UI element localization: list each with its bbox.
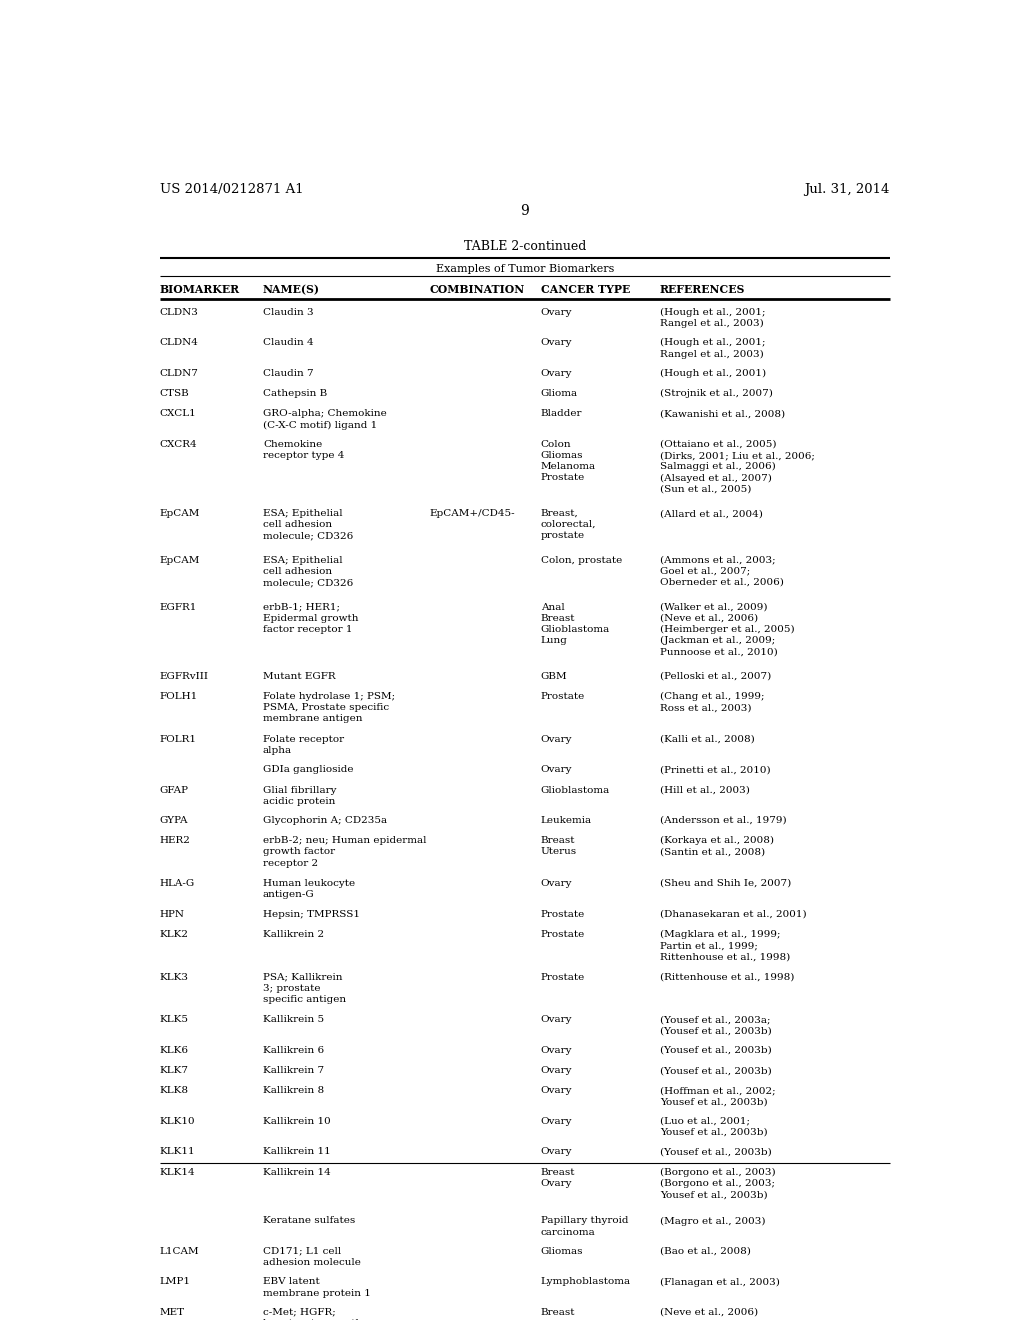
Text: (Luo et al., 2001;
Yousef et al., 2003b): (Luo et al., 2001; Yousef et al., 2003b) [659,1117,767,1137]
Text: EGFRvIII: EGFRvIII [160,672,209,681]
Text: Anal
Breast
Glioblastoma
Lung: Anal Breast Glioblastoma Lung [541,602,610,645]
Text: PSA; Kallikrein
3; prostate
specific antigen: PSA; Kallikrein 3; prostate specific ant… [263,973,346,1003]
Text: GYPA: GYPA [160,816,188,825]
Text: KLK10: KLK10 [160,1117,196,1126]
Text: CTSB: CTSB [160,389,189,399]
Text: Ovary: Ovary [541,1045,572,1055]
Text: Ovary: Ovary [541,1067,572,1074]
Text: Leukemia: Leukemia [541,816,592,825]
Text: 9: 9 [520,205,529,218]
Text: CLDN4: CLDN4 [160,338,199,347]
Text: (Pelloski et al., 2007): (Pelloski et al., 2007) [659,672,771,681]
Text: Ovary: Ovary [541,1117,572,1126]
Text: (Neve et al., 2006): (Neve et al., 2006) [659,1308,758,1317]
Text: Bladder: Bladder [541,409,583,418]
Text: NAME(S): NAME(S) [263,284,319,296]
Text: (Ammons et al., 2003;
Goel et al., 2007;
Oberneder et al., 2006): (Ammons et al., 2003; Goel et al., 2007;… [659,556,783,587]
Text: Mutant EGFR: Mutant EGFR [263,672,336,681]
Text: CLDN7: CLDN7 [160,368,199,378]
Text: Papillary thyroid
carcinoma: Papillary thyroid carcinoma [541,1217,628,1237]
Text: Ovary: Ovary [541,1015,572,1024]
Text: (Allard et al., 2004): (Allard et al., 2004) [659,510,763,517]
Text: Chemokine
receptor type 4: Chemokine receptor type 4 [263,440,344,461]
Text: Lymphoblastoma: Lymphoblastoma [541,1278,631,1287]
Text: Kallikrein 10: Kallikrein 10 [263,1117,331,1126]
Text: (Magro et al., 2003): (Magro et al., 2003) [659,1217,765,1225]
Text: (Kawanishi et al., 2008): (Kawanishi et al., 2008) [659,409,784,418]
Text: US 2014/0212871 A1: US 2014/0212871 A1 [160,182,303,195]
Text: (Ottaiano et al., 2005)
(Dirks, 2001; Liu et al., 2006;
Salmaggi et al., 2006)
(: (Ottaiano et al., 2005) (Dirks, 2001; Li… [659,440,814,494]
Text: (Korkaya et al., 2008)
(Santin et al., 2008): (Korkaya et al., 2008) (Santin et al., 2… [659,837,774,857]
Text: (Sheu and Shih Ie, 2007): (Sheu and Shih Ie, 2007) [659,879,791,888]
Text: Prostate: Prostate [541,909,585,919]
Text: Kallikrein 6: Kallikrein 6 [263,1045,324,1055]
Text: HER2: HER2 [160,837,190,845]
Text: EBV latent
membrane protein 1: EBV latent membrane protein 1 [263,1278,371,1298]
Text: Kallikrein 14: Kallikrein 14 [263,1168,331,1176]
Text: Ovary: Ovary [541,1086,572,1096]
Text: FOLR1: FOLR1 [160,735,197,743]
Text: Breast
Ovary: Breast Ovary [541,1168,575,1188]
Text: Claudin 4: Claudin 4 [263,338,313,347]
Text: erbB-1; HER1;
Epidermal growth
factor receptor 1: erbB-1; HER1; Epidermal growth factor re… [263,602,358,634]
Text: Glial fibrillary
acidic protein: Glial fibrillary acidic protein [263,785,337,805]
Text: (Yousef et al., 2003b): (Yousef et al., 2003b) [659,1067,771,1074]
Text: (Prinetti et al., 2010): (Prinetti et al., 2010) [659,766,770,775]
Text: GFAP: GFAP [160,785,188,795]
Text: Breast
Uterus: Breast Uterus [541,837,577,857]
Text: Breast,
colorectal,
prostate: Breast, colorectal, prostate [541,510,596,540]
Text: KLK5: KLK5 [160,1015,188,1024]
Text: KLK8: KLK8 [160,1086,188,1096]
Text: Glioma: Glioma [541,389,578,399]
Text: Ovary: Ovary [541,766,572,775]
Text: KLK3: KLK3 [160,973,188,982]
Text: CXCR4: CXCR4 [160,440,198,449]
Text: (Bao et al., 2008): (Bao et al., 2008) [659,1247,751,1255]
Text: Ovary: Ovary [541,368,572,378]
Text: (Yousef et al., 2003b): (Yousef et al., 2003b) [659,1147,771,1156]
Text: CXCL1: CXCL1 [160,409,197,418]
Text: Jul. 31, 2014: Jul. 31, 2014 [805,182,890,195]
Text: Colon, prostate: Colon, prostate [541,556,622,565]
Text: LMP1: LMP1 [160,1278,190,1287]
Text: Claudin 3: Claudin 3 [263,308,313,317]
Text: KLK14: KLK14 [160,1168,196,1176]
Text: KLK6: KLK6 [160,1045,188,1055]
Text: CANCER TYPE: CANCER TYPE [541,284,630,296]
Text: Ovary: Ovary [541,1147,572,1156]
Text: Claudin 7: Claudin 7 [263,368,313,378]
Text: (Yousef et al., 2003b): (Yousef et al., 2003b) [659,1045,771,1055]
Text: Gliomas: Gliomas [541,1247,584,1255]
Text: EpCAM: EpCAM [160,510,200,517]
Text: (Kalli et al., 2008): (Kalli et al., 2008) [659,735,755,743]
Text: (Yousef et al., 2003a;
(Yousef et al., 2003b): (Yousef et al., 2003a; (Yousef et al., 2… [659,1015,771,1035]
Text: GBM: GBM [541,672,567,681]
Text: Prostate: Prostate [541,929,585,939]
Text: erbB-2; neu; Human epidermal
growth factor
receptor 2: erbB-2; neu; Human epidermal growth fact… [263,837,426,867]
Text: FOLH1: FOLH1 [160,692,198,701]
Text: GRO-alpha; Chemokine
(C-X-C motif) ligand 1: GRO-alpha; Chemokine (C-X-C motif) ligan… [263,409,387,430]
Text: KLK11: KLK11 [160,1147,196,1156]
Text: (Chang et al., 1999;
Ross et al., 2003): (Chang et al., 1999; Ross et al., 2003) [659,692,764,713]
Text: COMBINATION: COMBINATION [430,284,525,296]
Text: Ovary: Ovary [541,735,572,743]
Text: TABLE 2-continued: TABLE 2-continued [464,240,586,252]
Text: (Hill et al., 2003): (Hill et al., 2003) [659,785,750,795]
Text: (Hough et al., 2001;
Rangel et al., 2003): (Hough et al., 2001; Rangel et al., 2003… [659,308,765,329]
Text: Kallikrein 2: Kallikrein 2 [263,929,324,939]
Text: Breast: Breast [541,1308,575,1317]
Text: (Andersson et al., 1979): (Andersson et al., 1979) [659,816,786,825]
Text: (Walker et al., 2009)
(Neve et al., 2006)
(Heimberger et al., 2005)
(Jackman et : (Walker et al., 2009) (Neve et al., 2006… [659,602,795,656]
Text: Hepsin; TMPRSS1: Hepsin; TMPRSS1 [263,909,359,919]
Text: Kallikrein 5: Kallikrein 5 [263,1015,324,1024]
Text: KLK2: KLK2 [160,929,188,939]
Text: MET: MET [160,1308,185,1317]
Text: GDIa ganglioside: GDIa ganglioside [263,766,353,775]
Text: (Hough et al., 2001;
Rangel et al., 2003): (Hough et al., 2001; Rangel et al., 2003… [659,338,765,359]
Text: L1CAM: L1CAM [160,1247,200,1255]
Text: (Strojnik et al., 2007): (Strojnik et al., 2007) [659,389,772,399]
Text: (Magklara et al., 1999;
Partin et al., 1999;
Rittenhouse et al., 1998): (Magklara et al., 1999; Partin et al., 1… [659,929,790,961]
Text: EGFR1: EGFR1 [160,602,197,611]
Text: Ovary: Ovary [541,879,572,888]
Text: c-Met; HGFR;
hepatocyte growth
factor receptor: c-Met; HGFR; hepatocyte growth factor re… [263,1308,362,1320]
